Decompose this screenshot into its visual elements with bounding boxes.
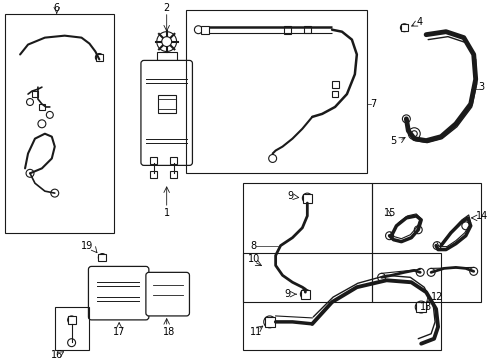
Circle shape <box>162 37 171 46</box>
Text: 8: 8 <box>249 240 256 251</box>
Circle shape <box>302 193 312 203</box>
Circle shape <box>469 267 477 275</box>
Bar <box>264 317 274 327</box>
Bar <box>98 253 106 261</box>
Circle shape <box>427 269 434 276</box>
Bar <box>170 157 177 164</box>
Circle shape <box>415 269 423 276</box>
Bar <box>303 26 310 33</box>
Text: 9: 9 <box>287 191 293 201</box>
Text: 17: 17 <box>113 327 125 337</box>
Bar <box>55 307 89 350</box>
Circle shape <box>432 242 440 249</box>
Circle shape <box>263 316 275 328</box>
Bar <box>5 14 114 233</box>
Text: 10: 10 <box>247 255 260 265</box>
Bar <box>158 95 175 113</box>
Circle shape <box>410 131 416 137</box>
FancyBboxPatch shape <box>88 266 148 320</box>
Circle shape <box>400 24 407 32</box>
Bar <box>170 171 177 178</box>
Circle shape <box>95 54 103 62</box>
Text: 1: 1 <box>163 208 169 218</box>
Bar <box>331 81 338 87</box>
Circle shape <box>98 253 106 261</box>
Circle shape <box>414 301 427 313</box>
Text: 14: 14 <box>475 211 487 221</box>
Bar <box>32 91 38 97</box>
Text: 12: 12 <box>430 292 443 302</box>
Circle shape <box>268 154 276 162</box>
Circle shape <box>407 128 419 140</box>
Circle shape <box>194 26 202 34</box>
Text: 3: 3 <box>478 82 484 92</box>
Bar <box>201 26 209 34</box>
Text: 15: 15 <box>383 208 395 218</box>
Circle shape <box>67 339 76 347</box>
Circle shape <box>157 32 176 51</box>
Bar <box>67 316 76 324</box>
Bar <box>243 253 440 350</box>
Text: 6: 6 <box>54 3 60 13</box>
Circle shape <box>385 232 393 240</box>
Bar <box>96 54 102 61</box>
Circle shape <box>26 169 34 177</box>
Bar <box>150 157 157 164</box>
Circle shape <box>377 273 385 281</box>
Bar <box>400 24 407 31</box>
Bar <box>302 194 311 203</box>
Bar <box>150 171 157 178</box>
Text: 18: 18 <box>162 327 174 337</box>
Bar <box>415 302 426 312</box>
Circle shape <box>46 111 53 118</box>
Circle shape <box>67 316 76 324</box>
Text: 9: 9 <box>284 289 290 299</box>
Text: 13: 13 <box>419 302 431 312</box>
Circle shape <box>300 289 310 299</box>
FancyBboxPatch shape <box>145 273 189 316</box>
Bar <box>331 91 337 97</box>
Text: 5: 5 <box>389 136 396 146</box>
Bar <box>371 183 480 302</box>
Circle shape <box>413 226 421 234</box>
Circle shape <box>402 115 409 123</box>
Bar <box>243 183 371 302</box>
FancyBboxPatch shape <box>141 60 192 165</box>
Text: 7: 7 <box>369 99 375 109</box>
Circle shape <box>38 120 46 128</box>
Bar <box>157 51 176 63</box>
Bar <box>283 26 291 34</box>
Text: 4: 4 <box>415 17 422 27</box>
Circle shape <box>26 99 33 105</box>
Text: 2: 2 <box>163 3 169 13</box>
Bar <box>186 10 366 173</box>
Bar <box>300 290 309 298</box>
Text: 16: 16 <box>51 350 63 360</box>
Text: 11: 11 <box>249 327 262 337</box>
Text: 19: 19 <box>81 240 93 251</box>
Bar <box>39 104 45 110</box>
Circle shape <box>51 189 59 197</box>
Circle shape <box>461 222 469 230</box>
